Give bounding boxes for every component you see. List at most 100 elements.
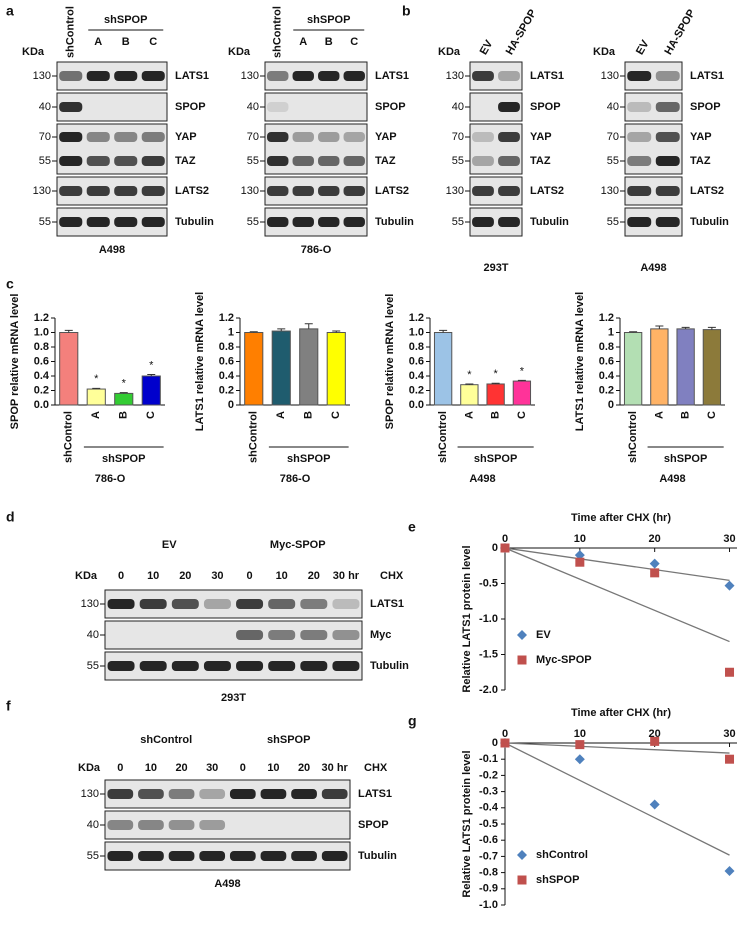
band	[498, 71, 520, 81]
band	[114, 71, 138, 81]
band	[268, 599, 296, 609]
band	[260, 789, 287, 799]
cell-line-label: 293T	[483, 262, 508, 274]
x-tick-label: A	[653, 411, 665, 419]
band	[267, 71, 289, 81]
band	[260, 851, 287, 861]
protein-label: YAP	[690, 131, 712, 143]
y-tick-label: -0.1	[479, 753, 498, 765]
protein-label: LATS1	[358, 788, 392, 800]
y-axis-label: SPOP relative mRNA level	[384, 294, 396, 430]
blot-box	[469, 123, 523, 175]
band	[627, 132, 652, 142]
cell-line-label: 786-O	[301, 244, 332, 256]
error-bar	[64, 329, 73, 333]
band	[138, 820, 164, 830]
y-tick-label: 0.6	[219, 355, 234, 367]
band	[472, 71, 494, 81]
band	[627, 102, 652, 112]
protein-label: SPOP	[530, 101, 561, 113]
y-tick-label: -0.6	[479, 834, 498, 846]
x-axis-label: A498	[469, 473, 495, 485]
x-tick-label: A	[275, 411, 287, 419]
band	[498, 217, 520, 227]
y-tick-label: 0.2	[409, 384, 424, 396]
band	[343, 71, 365, 81]
lane-label: 20	[308, 570, 320, 582]
band	[171, 661, 199, 671]
group-label: shSPOP	[474, 453, 517, 465]
band	[107, 789, 134, 799]
y-tick-label: 1.2	[34, 312, 49, 324]
marker-label: 55	[87, 660, 99, 672]
band	[141, 217, 165, 227]
band	[107, 661, 135, 671]
y-tick-label: -0.2	[479, 769, 498, 781]
y-tick-label: -0.7	[479, 850, 498, 862]
band	[59, 102, 83, 112]
marker-label: 130	[33, 70, 51, 82]
marker-label: 40	[87, 629, 99, 641]
band	[267, 132, 289, 142]
band	[59, 217, 83, 227]
band	[139, 661, 167, 671]
lane-label: 0	[240, 762, 246, 774]
protein-label: Tubulin	[530, 216, 569, 228]
trendline	[504, 742, 730, 754]
bar	[676, 328, 695, 406]
band	[168, 789, 195, 799]
y-tick-label: 0.6	[599, 355, 614, 367]
band	[86, 71, 110, 81]
band	[343, 186, 365, 196]
marker-label: 55	[247, 216, 259, 228]
band	[199, 851, 226, 861]
protein-label: LATS1	[370, 598, 404, 610]
y-tick-label: 0.2	[219, 384, 234, 396]
panel-label: d	[6, 509, 15, 525]
band	[655, 102, 680, 112]
y-tick-label: 0.4	[219, 370, 235, 382]
y-tick-label: 0.8	[409, 341, 424, 353]
x-tick-label: 0	[502, 533, 508, 545]
y-tick-label: 0	[608, 399, 614, 411]
protein-label: YAP	[530, 131, 552, 143]
band	[498, 102, 520, 112]
band	[168, 851, 195, 861]
protein-label: YAP	[375, 131, 397, 143]
band	[332, 630, 360, 640]
marker-label: 55	[87, 850, 99, 862]
band	[291, 851, 317, 861]
x-tick-label: 10	[574, 533, 586, 545]
legend-marker	[517, 875, 527, 885]
bar	[486, 383, 505, 406]
kda-label: KDa	[78, 762, 101, 774]
bar	[702, 329, 722, 406]
blot-box	[624, 123, 683, 175]
band	[627, 71, 652, 81]
error-bar	[465, 383, 474, 385]
group-label: shControl	[140, 734, 192, 746]
y-axis-label: LATS1 relative mRNA level	[574, 292, 586, 431]
band	[138, 851, 164, 861]
x-tick-label: C	[516, 411, 528, 419]
significance-mark: *	[94, 373, 99, 385]
bar	[460, 384, 479, 406]
y-tick-label: 1.0	[34, 326, 49, 338]
protein-label: LATS2	[175, 185, 209, 197]
y-tick-label: 0.4	[34, 370, 50, 382]
group-label: Myc-SPOP	[270, 539, 326, 551]
marker-label: 130	[81, 788, 99, 800]
y-tick-label: 0.0	[409, 399, 424, 411]
band	[318, 217, 340, 227]
band	[141, 156, 165, 166]
band	[267, 217, 289, 227]
lane-label: B	[122, 36, 130, 48]
bar	[299, 328, 319, 406]
panel-label: e	[408, 519, 416, 535]
bar	[86, 388, 106, 406]
kda-label: KDa	[593, 46, 616, 58]
y-tick-label: 0	[228, 399, 234, 411]
band	[236, 630, 264, 640]
trendline	[504, 742, 730, 856]
